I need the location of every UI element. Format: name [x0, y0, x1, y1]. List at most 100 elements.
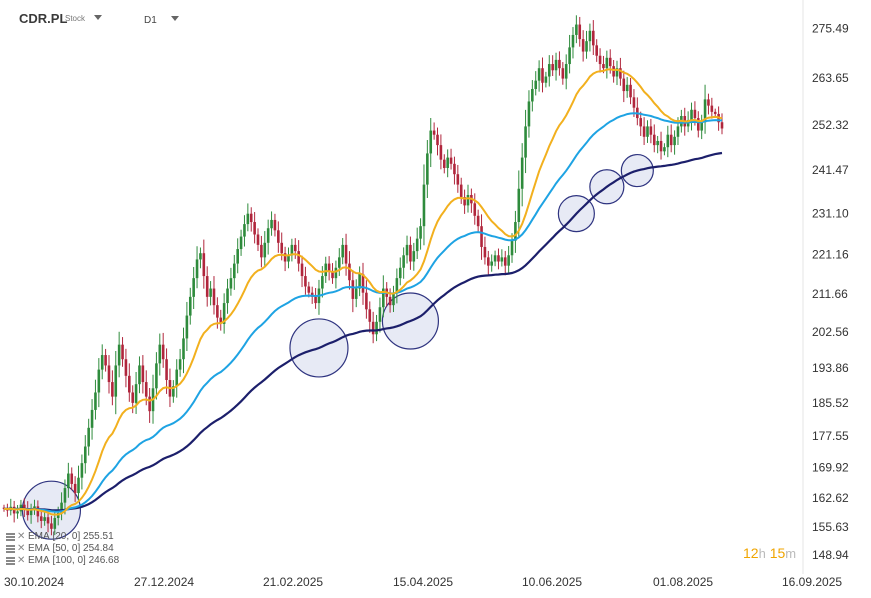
- candle-body: [463, 197, 466, 206]
- candle-body: [375, 321, 378, 335]
- ema-lines: [3, 68, 723, 516]
- candle-body: [602, 64, 605, 69]
- candle-body: [547, 64, 551, 77]
- candle-body: [625, 84, 629, 92]
- candle-body: [436, 134, 439, 146]
- candle-body: [700, 122, 703, 131]
- candle-body: [449, 157, 453, 164]
- candle-body: [277, 230, 280, 243]
- candle-body: [551, 64, 554, 71]
- close-icon[interactable]: ✕: [17, 555, 26, 566]
- candle-body: [503, 257, 507, 266]
- candle-body: [710, 105, 714, 112]
- candle-body: [172, 386, 175, 397]
- candle-body: [337, 257, 341, 268]
- timeframe-selector[interactable]: D1: [144, 15, 157, 26]
- candle-body: [293, 244, 297, 252]
- candle-body: [148, 396, 151, 412]
- candle-body: [73, 483, 77, 494]
- timer-minutes: 15: [769, 545, 786, 561]
- candle-body: [707, 99, 710, 106]
- candle-body: [202, 253, 206, 277]
- candle-body: [483, 246, 487, 258]
- candle-body: [365, 292, 368, 310]
- candle-body: [507, 255, 510, 266]
- candle-body: [300, 263, 304, 277]
- timeframe-dropdown-caret-icon[interactable]: [171, 16, 179, 21]
- candle-body: [537, 68, 541, 81]
- candle-body: [649, 126, 653, 135]
- candle-body: [229, 278, 233, 289]
- candle-body: [23, 504, 26, 510]
- candle-body: [571, 34, 575, 48]
- candle-body: [402, 255, 405, 268]
- candle-body: [314, 296, 317, 304]
- candle-body: [429, 130, 433, 154]
- menu-icon[interactable]: [6, 545, 15, 553]
- candle-body: [656, 140, 659, 146]
- candle-body: [297, 251, 300, 264]
- close-icon[interactable]: ✕: [17, 531, 26, 542]
- candle-body: [209, 288, 212, 297]
- close-icon[interactable]: ✕: [17, 543, 26, 554]
- candle-body: [666, 134, 670, 148]
- menu-icon[interactable]: [6, 533, 15, 541]
- candle-body: [199, 253, 202, 260]
- candle-body: [524, 126, 527, 158]
- candle-body: [415, 238, 419, 252]
- time-tick-label: 16.09.2025: [782, 575, 842, 589]
- candle-body: [392, 292, 395, 306]
- candle-body: [128, 375, 131, 393]
- symbol-dropdown-caret-icon[interactable]: [94, 15, 102, 20]
- candle-countdown: 12h 15m: [743, 545, 796, 561]
- candle-body: [195, 259, 199, 279]
- candle-body: [182, 338, 185, 360]
- candle-body: [192, 278, 195, 297]
- candle-body: [249, 213, 253, 223]
- candle-body: [382, 288, 385, 308]
- price-tick-label: 148.94: [812, 548, 849, 562]
- candle-body: [327, 263, 331, 272]
- price-tick-label: 177.55: [812, 429, 849, 443]
- candle-body: [466, 195, 470, 206]
- menu-icon[interactable]: [6, 557, 15, 565]
- candle-body: [652, 134, 656, 146]
- price-tick-label: 202.56: [812, 325, 849, 339]
- candle-body: [233, 263, 236, 279]
- candle-body: [490, 261, 493, 266]
- time-tick-label: 30.10.2024: [4, 575, 64, 589]
- symbol-name[interactable]: CDR.PL: [19, 11, 68, 26]
- price-tick-label: 155.63: [812, 520, 849, 534]
- candle-body: [124, 359, 128, 376]
- candle-body: [703, 99, 707, 123]
- candle-body: [693, 109, 697, 119]
- candle-body: [307, 286, 311, 293]
- legend-row-ema100[interactable]: ✕ EMA [100, 0] 246.68: [6, 555, 119, 567]
- candle-body: [409, 244, 412, 262]
- legend-row-ema50[interactable]: ✕ EMA [50, 0] 254.84: [6, 543, 119, 555]
- candle-body: [476, 215, 480, 227]
- ema-100-line: [4, 151, 723, 512]
- candle-body: [348, 263, 351, 281]
- candle-body: [56, 513, 60, 519]
- candle-body: [341, 244, 344, 258]
- candle-body: [554, 59, 558, 71]
- time-tick-label: 01.08.2025: [653, 575, 713, 589]
- candle-body: [531, 88, 534, 102]
- candle-body: [266, 228, 270, 243]
- candle-body: [253, 222, 256, 235]
- candle-body: [94, 392, 97, 410]
- candle-body: [500, 257, 504, 262]
- candle-body: [100, 355, 104, 370]
- candle-body: [33, 506, 36, 510]
- candle-body: [97, 369, 101, 393]
- candle-body: [713, 111, 717, 114]
- candle-body: [117, 344, 121, 366]
- candle-body: [80, 463, 84, 478]
- legend-row-ema20[interactable]: ✕ EMA [20, 0] 255.51: [6, 531, 119, 543]
- candle-body: [138, 365, 141, 385]
- candle-body: [473, 203, 477, 216]
- candle-body: [388, 296, 392, 306]
- candle-body: [378, 307, 382, 322]
